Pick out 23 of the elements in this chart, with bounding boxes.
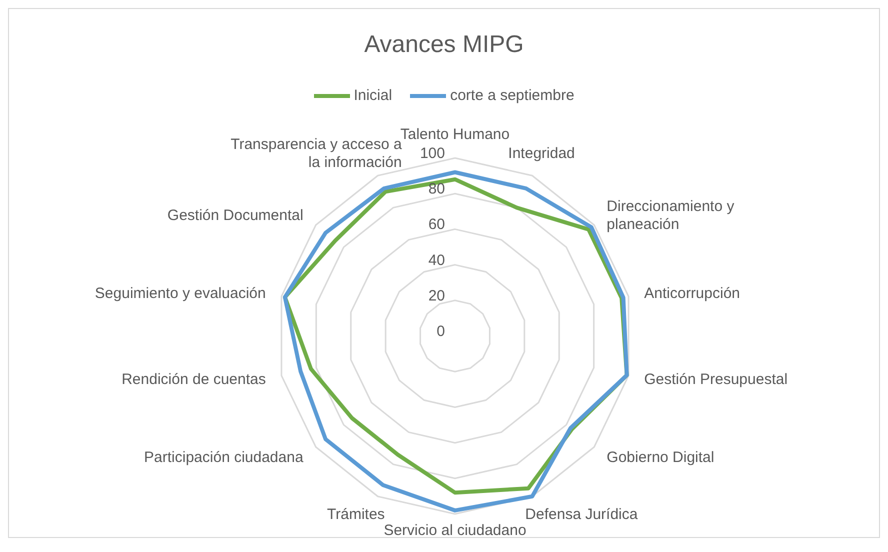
spoke-label: Servicio al ciudadano [384,522,526,539]
y-tick-label: 20 [428,287,445,304]
spoke-label: Defensa Jurídica [525,506,638,523]
spoke-label: Talento Humano [400,126,510,143]
spoke-label: Gestión Presupuestal [644,371,788,388]
spoke-label: Gobierno Digital [606,448,714,466]
spoke-label: Rendición de cuentas [122,371,266,388]
spoke-label: Gestión Documental [167,207,304,224]
y-tick-label: 80 [428,180,445,198]
legend-label: corte a septiembre [449,87,574,104]
y-tick-label: 60 [428,216,445,234]
y-tick-label: 100 [420,145,445,162]
y-tick-label: 0 [436,323,445,340]
spoke-label: Trámites [327,506,385,523]
spoke-label: Direccionamiento y planeación [606,198,735,234]
spoke-label: Transparencia y acceso a la información [230,136,402,172]
legend-label: Inicial [352,87,392,104]
spoke-label: Participación ciudadana [144,448,304,466]
spoke-label: Integridad [508,145,575,162]
y-tick-label: 40 [428,252,445,269]
spoke-label: Seguimiento y evaluación [94,284,266,302]
spoke-label: Anticorrupción [644,284,740,302]
chart-title: Avances MIPG [363,31,525,59]
